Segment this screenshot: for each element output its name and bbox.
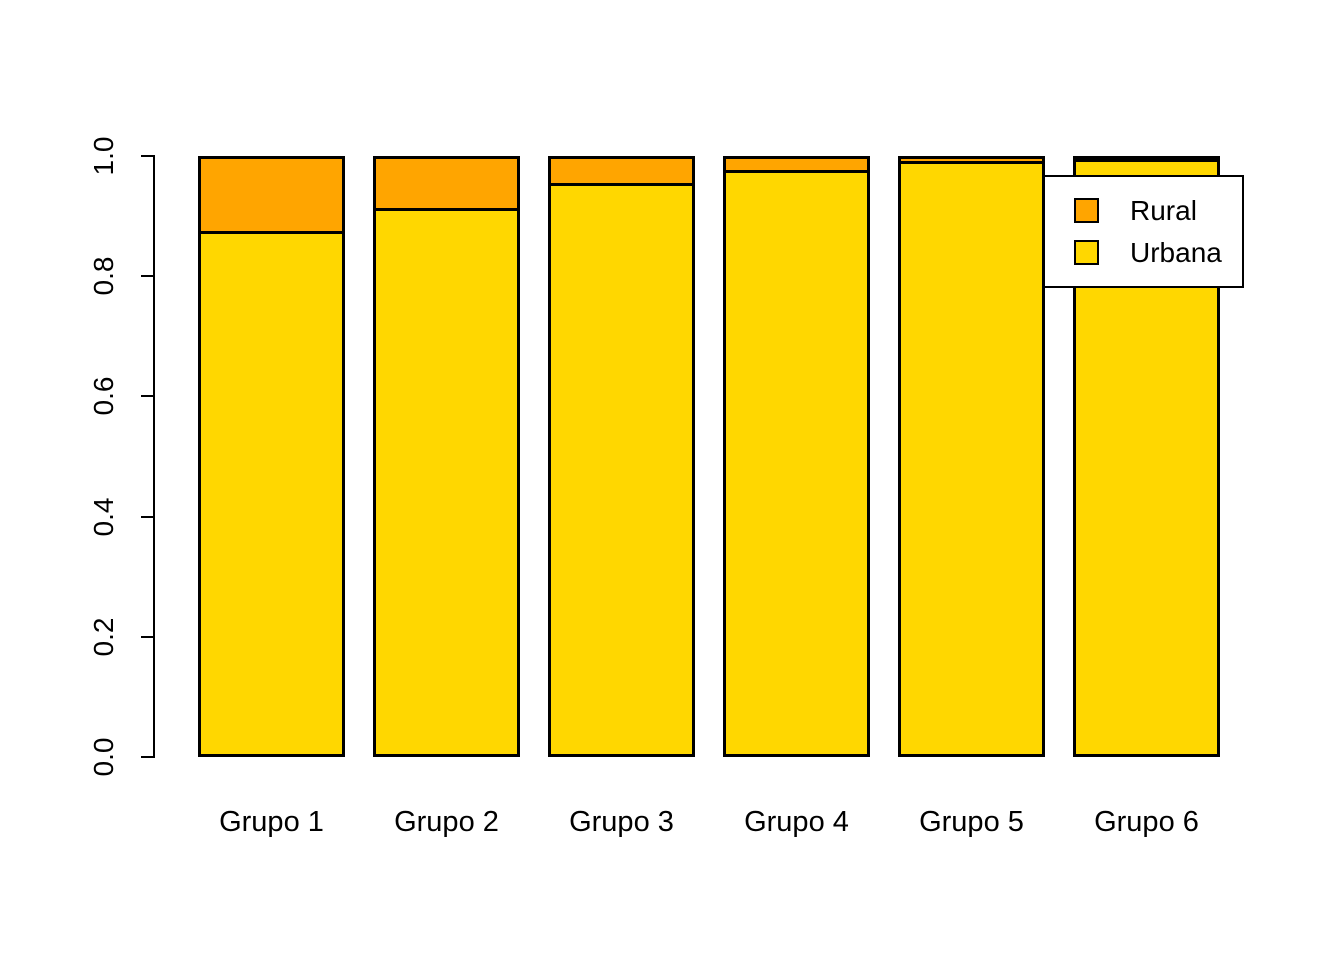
legend: Rural Urbana <box>1043 175 1244 288</box>
y-axis-line <box>153 155 155 758</box>
x-label-grupo-5: Grupo 5 <box>919 806 1024 838</box>
bar-segment-rural <box>551 159 692 186</box>
legend-item-rural: Rural <box>1045 194 1242 227</box>
y-tick <box>141 395 154 398</box>
x-label-grupo-6: Grupo 6 <box>1094 806 1199 838</box>
y-tick <box>141 515 154 518</box>
y-tick-label-text: 0.8 <box>88 256 119 296</box>
y-tick <box>141 275 154 278</box>
legend-item-urbana: Urbana <box>1045 236 1242 269</box>
bar-grupo-5 <box>898 156 1045 757</box>
legend-label-urbana: Urbana <box>1130 236 1222 268</box>
y-tick-label-text: 0.0 <box>88 737 119 777</box>
x-label-grupo-1: Grupo 1 <box>219 806 324 838</box>
x-label-grupo-3: Grupo 3 <box>569 806 674 838</box>
bar-segment-rural <box>201 159 342 234</box>
bar-segment-rural <box>376 159 517 212</box>
y-tick <box>141 155 154 157</box>
y-tick-label-text: 1.0 <box>88 136 119 176</box>
rural-color-swatch-icon <box>1074 198 1099 223</box>
urbana-color-swatch-icon <box>1074 240 1099 265</box>
bar-grupo-4 <box>723 156 870 757</box>
legend-label-rural: Rural <box>1130 194 1197 226</box>
y-tick-label-text: 0.4 <box>88 497 119 537</box>
y-tick <box>141 635 154 638</box>
y-tick-label-text: 0.6 <box>88 376 119 416</box>
bar-segment-rural <box>901 159 1042 164</box>
x-label-grupo-2: Grupo 2 <box>394 806 499 838</box>
bar-grupo-3 <box>548 156 695 757</box>
y-tick-label-text: 0.2 <box>88 617 119 657</box>
bar-grupo-1 <box>198 156 345 757</box>
x-label-grupo-4: Grupo 4 <box>744 806 849 838</box>
bar-segment-rural <box>1076 159 1217 162</box>
bar-segment-rural <box>726 159 867 173</box>
bar-grupo-2 <box>373 156 520 757</box>
y-tick <box>141 756 154 758</box>
